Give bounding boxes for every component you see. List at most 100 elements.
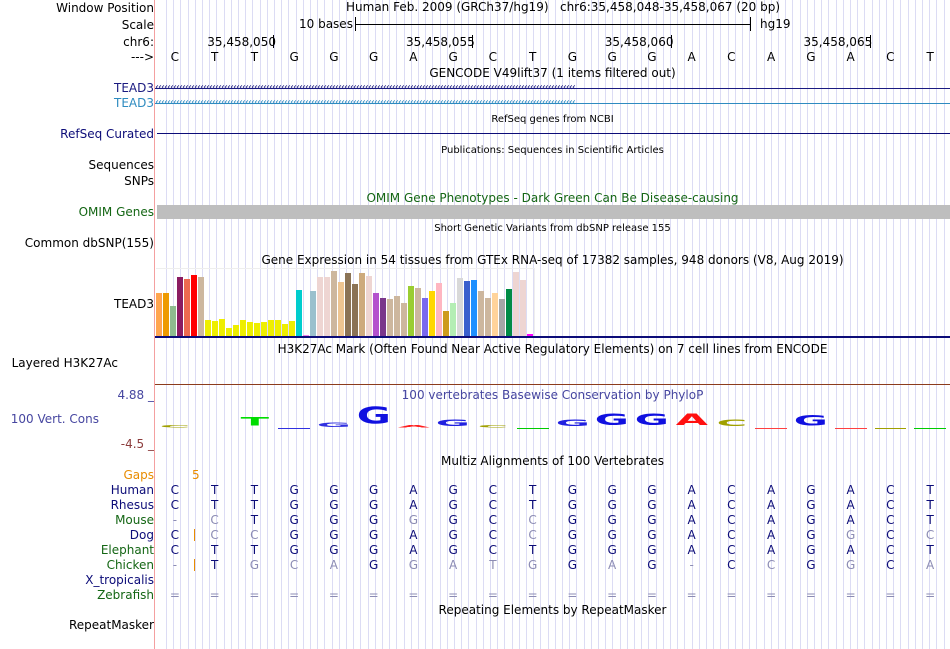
gtex-tissue-bar[interactable] xyxy=(163,293,169,337)
gtex-tissue-bar[interactable] xyxy=(345,273,351,337)
species-label[interactable]: Mouse xyxy=(115,513,154,527)
label-omim-genes[interactable]: OMIM Genes xyxy=(78,205,154,219)
label-gencode-tead3-alt[interactable]: TEAD3 xyxy=(114,96,154,110)
alignment-base: C xyxy=(170,483,180,497)
gtex-tissue-bar[interactable] xyxy=(177,277,183,337)
alignment-base: C xyxy=(886,543,895,557)
label-chrom[interactable]: chr6: xyxy=(123,35,154,49)
gtex-tissue-bar[interactable] xyxy=(471,280,477,337)
grid-line xyxy=(569,0,570,649)
gtex-tissue-bar[interactable] xyxy=(205,320,211,337)
alignment-base: G xyxy=(368,498,379,512)
label-refseq-curated[interactable]: RefSeq Curated xyxy=(60,127,154,141)
grid-line xyxy=(260,0,261,649)
alignment-base: C xyxy=(886,483,895,497)
species-label[interactable]: Dog xyxy=(129,528,154,542)
gtex-tissue-bar[interactable] xyxy=(359,273,365,337)
gtex-tissue-bar[interactable] xyxy=(289,321,295,337)
label-window-position[interactable]: Window Position xyxy=(56,1,154,15)
gtex-tissue-bar[interactable] xyxy=(373,293,379,337)
grid-line xyxy=(857,0,858,649)
gtex-tissue-bar[interactable] xyxy=(275,320,281,337)
gencode-tead3-feature[interactable]: ‹‹‹‹‹‹‹‹‹‹‹‹‹‹‹‹‹‹‹‹‹‹‹‹‹‹‹‹‹‹‹‹‹‹‹‹‹‹‹‹… xyxy=(155,81,950,95)
gtex-tissue-bar[interactable] xyxy=(464,281,470,337)
gtex-tissue-bar[interactable] xyxy=(156,293,162,337)
gtex-tissue-bar[interactable] xyxy=(513,272,519,337)
grid-line xyxy=(533,0,534,649)
alignment-base: C xyxy=(727,543,736,557)
gencode-tead3-alt-feature[interactable]: ‹‹‹‹‹‹‹‹‹‹‹‹‹‹‹‹‹‹‹‹‹‹‹‹‹‹‹‹‹‹‹‹‹‹‹‹‹‹‹‹… xyxy=(155,96,950,110)
label-100-vert-cons[interactable]: 100 Vert. Cons xyxy=(10,412,99,426)
gtex-chart-area[interactable] xyxy=(156,268,535,337)
gtex-tissue-bar[interactable] xyxy=(520,280,526,337)
gtex-tissue-bar[interactable] xyxy=(429,291,435,337)
gtex-tissue-bar[interactable] xyxy=(436,283,442,337)
alignment-base: A xyxy=(687,483,696,497)
gtex-tissue-bar[interactable] xyxy=(310,291,316,337)
label-gencode-tead3[interactable]: TEAD3 xyxy=(114,81,154,95)
gtex-tissue-bar[interactable] xyxy=(226,328,232,337)
gtex-tissue-bar[interactable] xyxy=(401,303,407,337)
gtex-tissue-bar[interactable] xyxy=(268,320,274,337)
gtex-tissue-bar[interactable] xyxy=(366,276,372,337)
refseq-tead3-feature[interactable] xyxy=(157,133,950,134)
label-scale[interactable]: Scale xyxy=(121,18,154,32)
species-label[interactable]: Human xyxy=(110,483,154,497)
label-gaps[interactable]: Gaps xyxy=(123,468,154,482)
gtex-tissue-bar[interactable] xyxy=(527,334,533,337)
label-strand-arrow[interactable]: ---> xyxy=(130,50,154,64)
gtex-tissue-bar[interactable] xyxy=(324,277,330,337)
gtex-tissue-bar[interactable] xyxy=(457,278,463,337)
omim-gene-feature[interactable] xyxy=(157,205,950,219)
gtex-tissue-bar[interactable] xyxy=(317,277,323,337)
gtex-tissue-bar[interactable] xyxy=(415,288,421,337)
label-layered-h3k27ac[interactable]: Layered H3K27Ac xyxy=(11,356,118,370)
label-gtex-tead3[interactable]: TEAD3 xyxy=(114,297,154,311)
cons-glyph: G xyxy=(793,412,828,430)
alignment-base: A xyxy=(846,498,855,512)
gtex-tissue-bar[interactable] xyxy=(331,271,337,337)
label-publications-sequences[interactable]: Sequences xyxy=(88,158,154,172)
gtex-tissue-bar[interactable] xyxy=(254,323,260,337)
gtex-tissue-bar[interactable] xyxy=(492,293,498,337)
gtex-tissue-bar[interactable] xyxy=(450,303,456,337)
gtex-tissue-bar[interactable] xyxy=(191,275,197,337)
alignment-base: G xyxy=(329,483,339,497)
alignment-base: A xyxy=(329,558,338,572)
gtex-tissue-bar[interactable] xyxy=(443,311,449,337)
gtex-tissue-bar[interactable] xyxy=(506,289,512,337)
gtex-tissue-bar[interactable] xyxy=(170,306,176,337)
alignment-base: G xyxy=(289,498,299,512)
gtex-tissue-bar[interactable] xyxy=(219,319,225,337)
label-snps[interactable]: SNPs xyxy=(124,174,154,188)
alignment-base: = xyxy=(805,588,816,602)
browser-track-canvas[interactable]: Human Feb. 2009 (GRCh37/hg19) chr6:35,45… xyxy=(155,0,950,649)
gtex-tissue-bar[interactable] xyxy=(478,291,484,337)
label-common-dbsnp[interactable]: Common dbSNP(155) xyxy=(24,236,154,250)
gtex-tissue-bar[interactable] xyxy=(338,282,344,337)
species-label[interactable]: X_tropicalis xyxy=(85,573,154,587)
gtex-tissue-bar[interactable] xyxy=(499,299,505,337)
gtex-tissue-bar[interactable] xyxy=(184,279,190,337)
gtex-tissue-bar[interactable] xyxy=(296,290,302,337)
gtex-tissue-bar[interactable] xyxy=(380,298,386,337)
gtex-tissue-bar[interactable] xyxy=(198,277,204,337)
label-repeatmasker[interactable]: RepeatMasker xyxy=(68,618,154,632)
gtex-tissue-bar[interactable] xyxy=(352,284,358,337)
gtex-tissue-bar[interactable] xyxy=(394,296,400,337)
gtex-tissue-bar[interactable] xyxy=(282,324,288,337)
species-label[interactable]: Zebrafish xyxy=(97,588,154,602)
species-label[interactable]: Rhesus xyxy=(110,498,154,512)
gtex-tissue-bar[interactable] xyxy=(247,322,253,337)
species-label[interactable]: Chicken xyxy=(106,558,154,572)
gtex-tissue-bar[interactable] xyxy=(422,298,428,337)
gtex-tissue-bar[interactable] xyxy=(261,322,267,337)
species-label[interactable]: Elephant xyxy=(100,543,154,557)
gtex-tissue-bar[interactable] xyxy=(240,320,246,337)
gtex-tissue-bar[interactable] xyxy=(212,321,218,337)
gtex-tissue-bar[interactable] xyxy=(485,298,491,337)
gtex-tissue-bar[interactable] xyxy=(233,325,239,337)
grid-line xyxy=(915,0,916,649)
gtex-tissue-bar[interactable] xyxy=(408,286,414,337)
gtex-tissue-bar[interactable] xyxy=(387,299,393,337)
